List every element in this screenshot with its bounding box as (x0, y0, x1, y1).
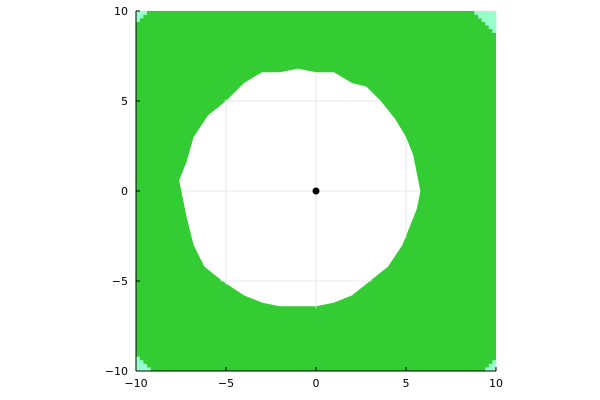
corner-cell-top-right (488, 18, 493, 22)
corner-cell-bottom-left (136, 363, 140, 368)
corner-cell-bottom-right (492, 360, 497, 364)
corner-cell-bottom-left (143, 363, 147, 368)
corner-cell-top-right (485, 18, 489, 22)
corner-cell-bottom-right (485, 367, 489, 372)
data-point (312, 187, 320, 195)
corner-cell-top-left (136, 11, 140, 15)
corner-cell-top-right (485, 21, 489, 26)
corner-cell-bottom-left (146, 367, 151, 372)
corner-cell-top-right (492, 14, 497, 19)
x-tick-label: 0 (313, 377, 320, 390)
y-tick-label: 10 (114, 5, 128, 18)
corner-cell-top-right (492, 25, 497, 30)
corner-cell-bottom-right (492, 367, 497, 372)
corner-cell-top-left (136, 18, 140, 22)
corner-cell-bottom-right (492, 363, 497, 368)
axis-layer: −10 −5 0 5 10 −10 −5 0 5 10 (105, 5, 503, 390)
x-tick-label: −10 (124, 377, 147, 390)
x-tick-label: 5 (403, 377, 410, 390)
corner-cell-bottom-right (488, 367, 493, 372)
corner-cell-top-right (492, 29, 497, 33)
corner-cell-top-right (488, 14, 493, 19)
y-tick-label: 0 (121, 185, 128, 198)
corner-cell-top-right (481, 18, 486, 22)
corner-cell-top-left (139, 14, 144, 19)
corner-cell-bottom-left (139, 360, 144, 364)
corner-cell-top-right (481, 11, 486, 15)
corner-cell-bottom-left (139, 363, 144, 368)
corner-cell-top-right (485, 14, 489, 19)
corner-cell-bottom-left (139, 367, 144, 372)
corner-cell-bottom-left (136, 356, 140, 361)
corner-cell-top-right (492, 18, 497, 22)
point-layer (312, 187, 320, 195)
corner-cell-top-right (485, 11, 489, 15)
y-tick-label: −5 (112, 275, 128, 288)
corner-cell-top-right (488, 25, 493, 30)
corner-cell-top-left (136, 14, 140, 19)
corner-cell-bottom-left (143, 367, 147, 372)
x-tick-label: 10 (489, 377, 503, 390)
corner-cell-top-right (492, 11, 497, 15)
corner-patch-layer (136, 11, 497, 372)
x-tick-label: −5 (218, 377, 234, 390)
corner-cell-top-right (481, 14, 486, 19)
corner-cell-bottom-left (136, 360, 140, 364)
y-tick-label: −10 (105, 365, 128, 378)
corner-cell-top-left (139, 11, 144, 15)
corner-cell-top-right (474, 11, 479, 15)
corner-cell-top-right (478, 11, 482, 15)
corner-cell-top-right (492, 21, 497, 26)
corner-cell-top-right (488, 11, 493, 15)
corner-cell-bottom-right (488, 363, 493, 368)
corner-cell-top-right (478, 14, 482, 19)
corner-cell-top-right (488, 21, 493, 26)
corner-cell-top-left (143, 11, 147, 15)
y-tick-label: 5 (121, 95, 128, 108)
corner-cell-bottom-left (136, 367, 140, 372)
